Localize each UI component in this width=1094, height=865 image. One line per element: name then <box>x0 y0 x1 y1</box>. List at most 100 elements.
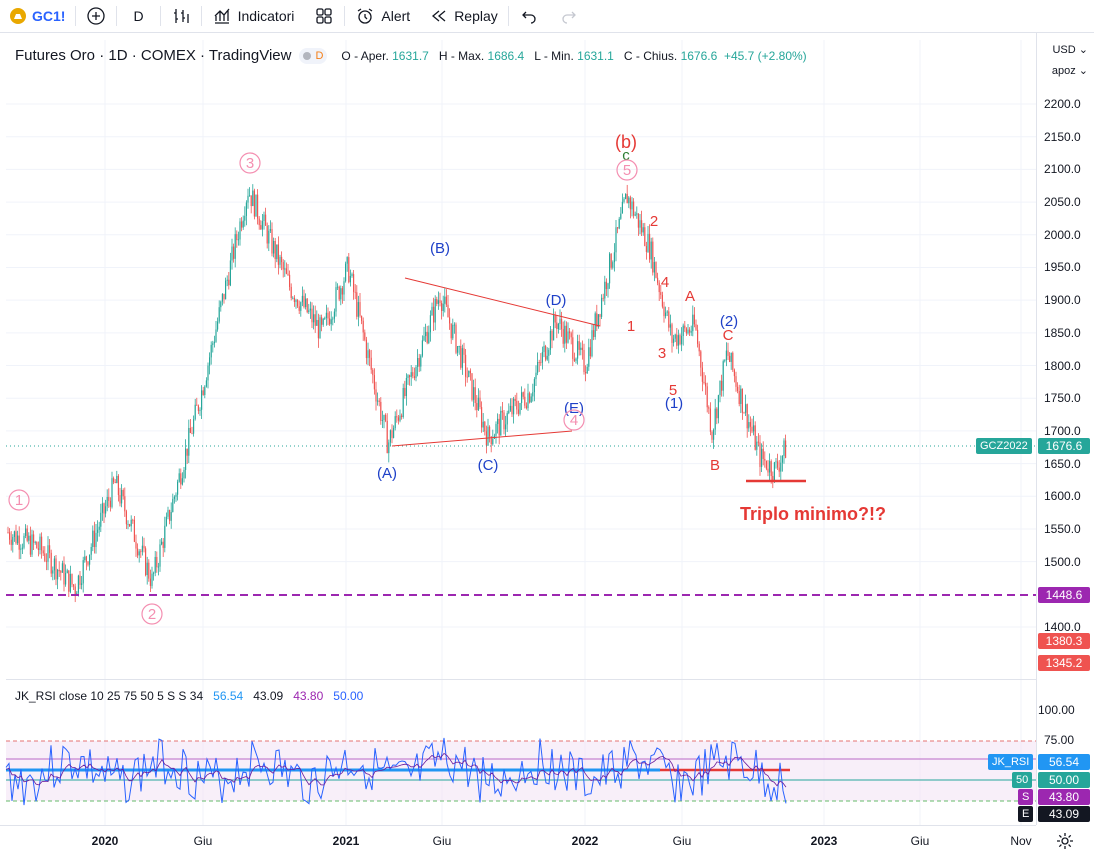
candle-body <box>751 426 753 432</box>
candle-body <box>522 392 524 397</box>
close-label: C - Chius. <box>623 48 678 63</box>
currency-selector[interactable]: USD ⌄ <box>1052 44 1088 56</box>
candle-body <box>103 503 105 514</box>
candle-body <box>50 552 52 574</box>
candle-body <box>722 361 724 391</box>
candle-body <box>434 299 436 323</box>
candle-body <box>729 355 731 362</box>
candle-body <box>10 539 12 545</box>
wave-circle <box>141 603 163 625</box>
triangle-lower-line[interactable] <box>391 430 573 447</box>
candle-body <box>253 190 255 217</box>
candle-body <box>53 558 55 571</box>
time-tick: Giu <box>432 834 452 848</box>
candle-body <box>306 298 308 313</box>
candle-body <box>743 412 745 414</box>
candle-body <box>97 529 99 533</box>
candle-body <box>660 292 662 295</box>
candle-body <box>284 268 286 270</box>
candle-body <box>225 280 227 300</box>
candle-body <box>394 416 396 429</box>
candle-body <box>164 525 166 548</box>
symbol-search[interactable]: GC1! <box>0 0 75 33</box>
candle-body <box>90 546 92 555</box>
candle-body <box>682 325 684 336</box>
candle-body <box>175 494 177 497</box>
candle-body <box>661 294 663 307</box>
candle-body <box>293 297 295 303</box>
wave-label: 5 <box>669 382 677 399</box>
chart-type-button[interactable] <box>161 0 201 33</box>
candle-body <box>671 324 673 343</box>
candle-body <box>633 201 635 216</box>
candle-body <box>569 331 571 334</box>
candle-body <box>585 372 587 374</box>
price-scale[interactable]: USD ⌄ apoz ⌄ <box>1036 33 1094 825</box>
settings-button[interactable] <box>1056 832 1074 855</box>
plus-circle-icon <box>87 7 106 25</box>
candle-body <box>525 405 527 409</box>
pane-separator[interactable] <box>6 679 1036 680</box>
candle-body <box>15 531 17 544</box>
candle-body <box>393 428 395 438</box>
candle-body <box>321 317 323 325</box>
candle-body <box>133 519 135 542</box>
wave-label: (C) <box>478 457 499 474</box>
alert-button[interactable]: Alert <box>345 0 420 33</box>
triangle-upper-line[interactable] <box>404 277 601 327</box>
candle-body <box>81 583 83 585</box>
level-badge-1448: 1448.6 <box>1038 587 1090 603</box>
candle-body <box>620 213 622 219</box>
indicators-button[interactable]: Indicatori <box>202 0 305 33</box>
candle-body <box>220 301 222 308</box>
candle-body <box>209 357 211 366</box>
candle-body <box>85 556 87 562</box>
candle-body <box>637 213 639 228</box>
candle-body <box>370 357 372 370</box>
candle-body <box>12 536 14 545</box>
wave-label: 4 <box>570 412 578 429</box>
open-label: O - Aper. <box>341 48 389 63</box>
candle-body <box>473 387 475 400</box>
candle-body <box>625 193 627 199</box>
candle-body <box>169 510 171 521</box>
candle-body <box>287 273 289 275</box>
candle-body <box>641 220 643 233</box>
interval-button[interactable]: D <box>117 0 159 33</box>
candle-body <box>695 324 697 330</box>
candle-body <box>79 575 81 585</box>
candle-body <box>681 335 683 345</box>
undo-button[interactable] <box>509 0 549 33</box>
candle-body <box>63 563 65 585</box>
candle-body <box>105 506 107 514</box>
candle-body <box>524 396 526 406</box>
layouts-button[interactable] <box>304 0 344 33</box>
candle-body <box>618 218 620 229</box>
data-badge[interactable]: D <box>299 47 328 64</box>
candle-body <box>775 461 777 463</box>
candle-body <box>645 246 647 252</box>
toolbar-divider <box>507 6 509 26</box>
candle-body <box>429 315 431 333</box>
candle-body <box>413 376 415 379</box>
candle-body <box>687 329 689 334</box>
candle-body <box>759 442 761 467</box>
candle-body <box>444 296 446 304</box>
candle-body <box>642 227 644 233</box>
candle-body <box>436 299 438 304</box>
candle-body <box>265 214 267 226</box>
candle-body <box>373 375 375 390</box>
replay-button[interactable]: Replay <box>420 0 508 33</box>
scale-mode-selector[interactable]: apoz ⌄ <box>1051 65 1088 77</box>
candle-body <box>247 195 249 203</box>
candle-body <box>521 392 523 404</box>
time-scale[interactable] <box>0 825 1036 855</box>
candle-body <box>68 570 70 592</box>
candle-body <box>452 324 454 339</box>
compare-symbol-button[interactable] <box>76 0 116 33</box>
candle-body <box>553 315 555 341</box>
low-label: L - Min. <box>534 48 574 63</box>
redo-button[interactable] <box>549 0 589 33</box>
candle-body <box>689 329 691 333</box>
